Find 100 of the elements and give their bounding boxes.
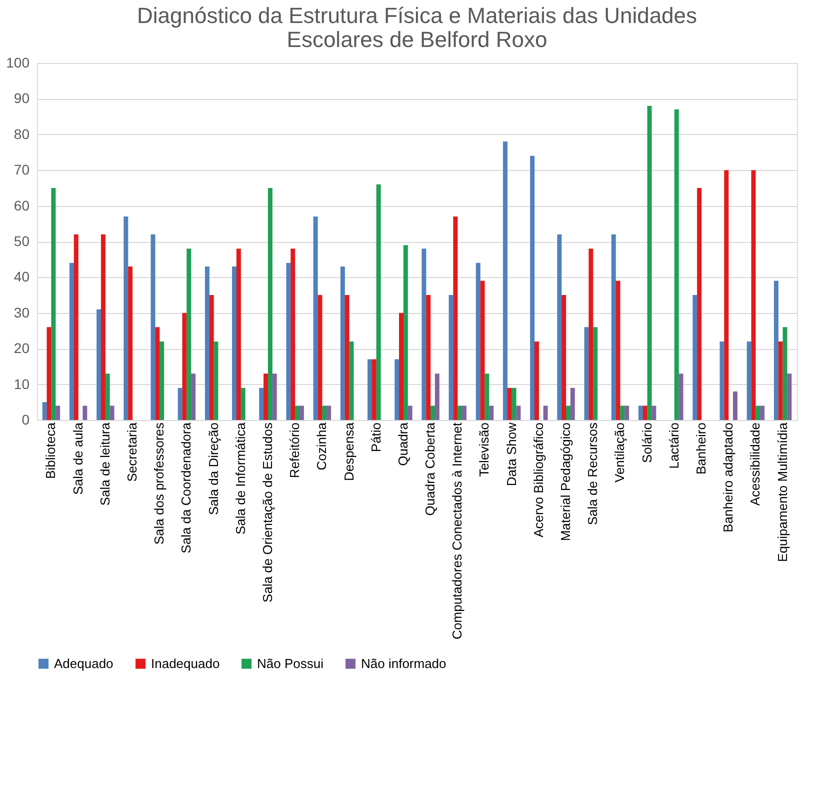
x-tick-label: Data Show	[504, 422, 519, 486]
bar	[593, 327, 598, 420]
y-tick-label: 0	[22, 412, 30, 428]
x-tick-label: Computadores Conectados à Internet	[450, 422, 465, 640]
bar	[150, 234, 156, 420]
bar	[724, 170, 729, 420]
bar	[110, 406, 114, 420]
x-tick-label: Ventilação	[612, 422, 628, 482]
bar	[100, 234, 106, 420]
bar	[259, 388, 264, 420]
y-tick-label: 40	[14, 268, 30, 285]
bar	[678, 374, 684, 420]
bar	[530, 156, 535, 420]
bar	[372, 359, 376, 420]
x-tick-label: Cozinha	[314, 422, 330, 470]
x-tick-label: Televisão	[476, 422, 492, 477]
bar	[692, 295, 698, 420]
bar	[611, 234, 616, 420]
bar	[51, 188, 56, 420]
bar	[620, 406, 625, 420]
bar	[562, 295, 566, 420]
x-tick-label: Material Pedagógico	[558, 422, 574, 542]
bar	[268, 188, 272, 420]
bar	[774, 280, 778, 420]
y-tick-label: 60	[14, 197, 30, 214]
bar	[430, 406, 435, 420]
x-tick-label: Secretaria	[124, 422, 140, 482]
bar	[209, 295, 214, 420]
y-tick-label: 20	[14, 340, 30, 356]
bar	[674, 109, 679, 420]
bar	[236, 248, 241, 420]
bar	[458, 406, 462, 420]
x-tick-label: Quadra	[395, 422, 410, 466]
x-tick-label: Equipamento Multimídia	[774, 422, 790, 562]
bar	[318, 295, 322, 420]
y-tick-label: 50	[14, 233, 30, 249]
bar	[286, 262, 291, 420]
bar	[507, 388, 512, 420]
bar	[697, 188, 702, 420]
bar	[756, 406, 760, 420]
bar	[399, 312, 404, 420]
x-tick-label: Acervo Bibliográfico	[530, 422, 546, 538]
y-tick-label: 90	[14, 90, 30, 106]
x-tick-label: Despensa	[341, 422, 356, 482]
x-tick-label: Sala de Orientação de Estudos	[260, 422, 275, 602]
bar	[349, 341, 354, 420]
bar	[124, 216, 128, 420]
bar	[638, 406, 643, 420]
bar	[782, 327, 788, 420]
bar	[426, 295, 431, 420]
bar	[489, 406, 494, 420]
bar	[313, 216, 318, 420]
bar	[240, 388, 246, 420]
x-tick-label: Acessibilidade	[748, 422, 763, 506]
legend-label: Não Possui	[257, 656, 324, 671]
bar	[543, 406, 548, 420]
x-tick-label: Sala da Coordenadora	[178, 422, 194, 554]
bar	[295, 406, 300, 420]
bar	[462, 406, 466, 420]
bar	[69, 262, 74, 420]
bar	[105, 374, 110, 420]
legend-label: Não informado	[361, 656, 446, 671]
bar	[502, 142, 508, 420]
bar	[652, 406, 656, 420]
x-tick-label: Sala da Direção	[206, 422, 221, 515]
x-tick-label: Banheiro adaptado	[720, 422, 736, 532]
bar	[186, 248, 192, 420]
bar	[344, 295, 350, 420]
bar	[322, 406, 327, 420]
x-tick-label: Banheiro	[693, 422, 708, 475]
bar	[751, 170, 756, 420]
y-tick-label: 80	[14, 126, 30, 142]
bar	[642, 406, 648, 420]
bar	[272, 374, 277, 420]
y-tick-label: 100	[6, 54, 30, 70]
bar	[42, 402, 47, 420]
bar	[214, 341, 218, 420]
bar	[453, 216, 458, 420]
bar	[434, 374, 440, 420]
bar	[557, 234, 562, 420]
bar	[368, 359, 372, 420]
bar	[476, 262, 480, 420]
bar	[96, 309, 102, 420]
bar	[290, 248, 296, 420]
bar	[624, 406, 630, 420]
bar	[74, 234, 78, 420]
bar	[616, 280, 620, 420]
x-tick-label: Pátio	[368, 422, 384, 452]
bar	[326, 406, 332, 420]
bar	[160, 341, 164, 420]
y-tick-label: 30	[14, 304, 30, 320]
bar	[647, 106, 652, 420]
bar	[484, 374, 490, 420]
text: Escolares de Belford Roxo	[286, 27, 548, 52]
x-tick-label: Sala de Recursos	[585, 422, 600, 526]
bar	[720, 341, 724, 420]
bar	[128, 266, 133, 420]
bar	[588, 248, 594, 420]
bar	[566, 406, 570, 420]
bar	[264, 374, 268, 420]
